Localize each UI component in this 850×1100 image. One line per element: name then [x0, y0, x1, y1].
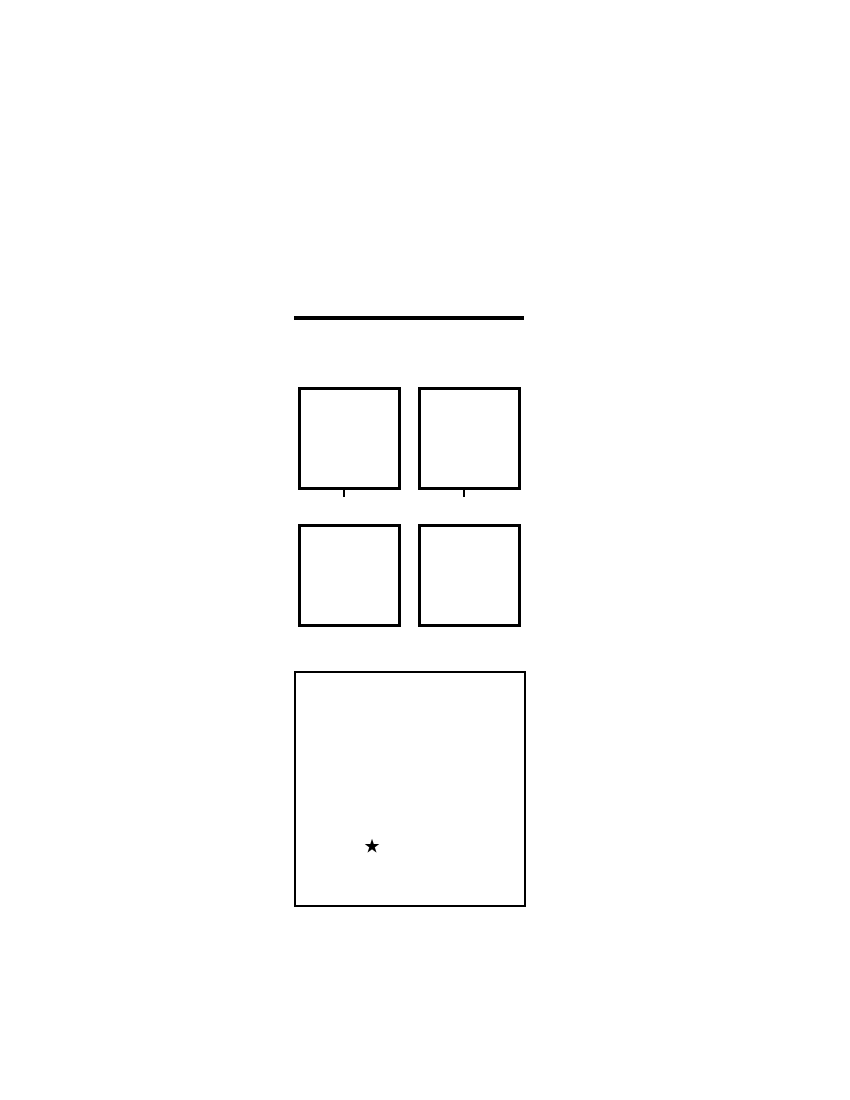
- particle-motion-panel-corrected: [418, 524, 521, 627]
- time-axis-line: [294, 316, 524, 320]
- window-waveform-panel-original: [298, 387, 401, 490]
- window-waveform-plot-corrected: [421, 390, 518, 487]
- window-waveform-plot-original: [301, 390, 398, 487]
- particle-motion-plot-original: [301, 527, 398, 624]
- window-tick-mark-right: [463, 490, 465, 497]
- energy-map-canvas: [296, 673, 524, 905]
- particle-motion-plot-corrected: [421, 527, 518, 624]
- seismogram-plot: [296, 170, 524, 310]
- particle-motion-panel-original: [298, 524, 401, 627]
- window-tick-mark-left: [343, 490, 345, 497]
- window-waveform-panel-corrected: [418, 387, 521, 490]
- best-solution-star: ★: [363, 836, 381, 858]
- energy-map-frame: [294, 671, 526, 907]
